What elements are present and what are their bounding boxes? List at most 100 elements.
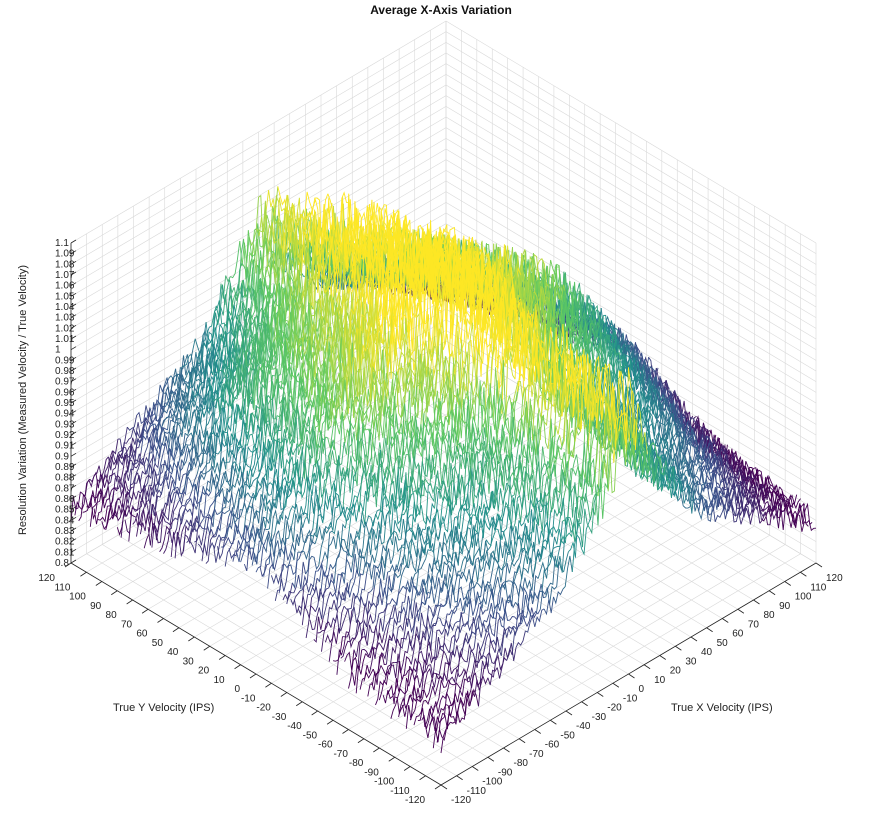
surface-line <box>589 379 600 430</box>
surface-line <box>581 516 592 556</box>
surface-line <box>500 453 511 470</box>
surface-line <box>489 328 500 393</box>
surface-line <box>456 586 467 610</box>
x-tick <box>659 655 666 660</box>
x-tick <box>565 710 573 716</box>
z-tick <box>70 303 77 308</box>
y-tick-label: 70 <box>121 619 133 630</box>
surface-line <box>441 319 453 357</box>
surface-line <box>711 466 722 476</box>
surface-line <box>182 385 193 404</box>
z-axis-title: Resolution Variation (Measured Velocity … <box>17 265 29 535</box>
surface-line <box>485 266 496 315</box>
surface-line <box>628 366 639 382</box>
surface-line <box>513 602 524 631</box>
x-tick <box>472 766 479 771</box>
surface-line <box>341 352 352 396</box>
surface-line <box>307 237 318 310</box>
surface-line <box>797 513 807 532</box>
z-tick <box>70 559 77 564</box>
surface-line <box>413 701 424 726</box>
surface-line <box>534 608 545 627</box>
surface-line <box>448 571 459 595</box>
surface-line <box>364 527 375 559</box>
wall-gridline <box>70 84 447 308</box>
surface-line <box>191 367 202 387</box>
surface-line <box>586 493 597 535</box>
surface-line <box>451 277 462 357</box>
x-tick <box>643 664 651 670</box>
surface-line <box>745 474 756 487</box>
surface-line <box>283 205 294 268</box>
surface-line <box>271 437 282 471</box>
surface-line <box>485 639 496 667</box>
surface-line <box>473 623 484 649</box>
x-tick-label: -110 <box>467 786 487 797</box>
surface-line <box>310 514 321 537</box>
surface-line <box>436 561 447 579</box>
surface-line <box>579 476 590 501</box>
surface-line <box>680 493 691 509</box>
surface-line <box>430 527 442 554</box>
surface-line <box>209 300 220 352</box>
surface-line <box>540 460 551 503</box>
surface-line <box>294 296 305 342</box>
surface-line <box>478 507 489 539</box>
surface-line <box>234 376 245 400</box>
surface-line <box>573 302 584 338</box>
surface-line <box>246 314 257 332</box>
surface-line <box>329 484 340 516</box>
surface-line <box>99 488 110 509</box>
surface-line <box>343 231 354 288</box>
surface-line <box>779 486 790 508</box>
surface-line <box>354 313 365 373</box>
surface-line <box>194 532 205 546</box>
surface-line <box>511 580 522 607</box>
surface-line <box>110 453 121 483</box>
surface-line <box>501 594 513 613</box>
surface-line <box>492 654 504 678</box>
surface-line <box>508 298 519 360</box>
surface-line <box>443 462 454 507</box>
surface-line <box>330 382 341 426</box>
surface-line <box>629 411 640 439</box>
surface-line <box>428 491 439 537</box>
surface-line <box>251 494 262 534</box>
surface-line <box>396 531 407 569</box>
surface-line <box>279 356 291 386</box>
surface-line <box>455 476 466 504</box>
surface-line <box>157 504 168 533</box>
z-tick <box>70 292 77 297</box>
surface-line <box>162 480 173 512</box>
surface-line <box>506 642 517 661</box>
z-tick <box>70 356 77 361</box>
surface-line <box>251 540 262 566</box>
surface-line <box>308 485 319 524</box>
surface-line <box>112 503 124 522</box>
surface-line <box>170 486 181 496</box>
surface-line <box>362 613 374 640</box>
surface-line <box>361 438 372 477</box>
surface-line <box>421 355 432 407</box>
surface-line <box>251 364 262 404</box>
surface-line <box>224 279 235 305</box>
surface-line <box>666 442 677 465</box>
surface-line <box>298 404 309 456</box>
surface-line <box>703 499 714 522</box>
surface-line <box>412 426 423 459</box>
surface-line <box>278 359 289 396</box>
z-tick-label: 1.09 <box>55 249 75 260</box>
surface-line <box>717 486 728 499</box>
floor-gridline <box>117 368 493 592</box>
surface-line <box>171 459 183 491</box>
surface-line <box>384 661 395 682</box>
surface-line <box>231 451 242 472</box>
surface-line <box>221 536 232 548</box>
surface-line <box>439 418 450 441</box>
surface-line <box>639 409 650 426</box>
surface-line <box>520 557 531 582</box>
surface-line <box>261 530 272 554</box>
surface-line <box>399 481 411 521</box>
surface-line <box>779 497 790 518</box>
surface-line <box>453 254 464 323</box>
